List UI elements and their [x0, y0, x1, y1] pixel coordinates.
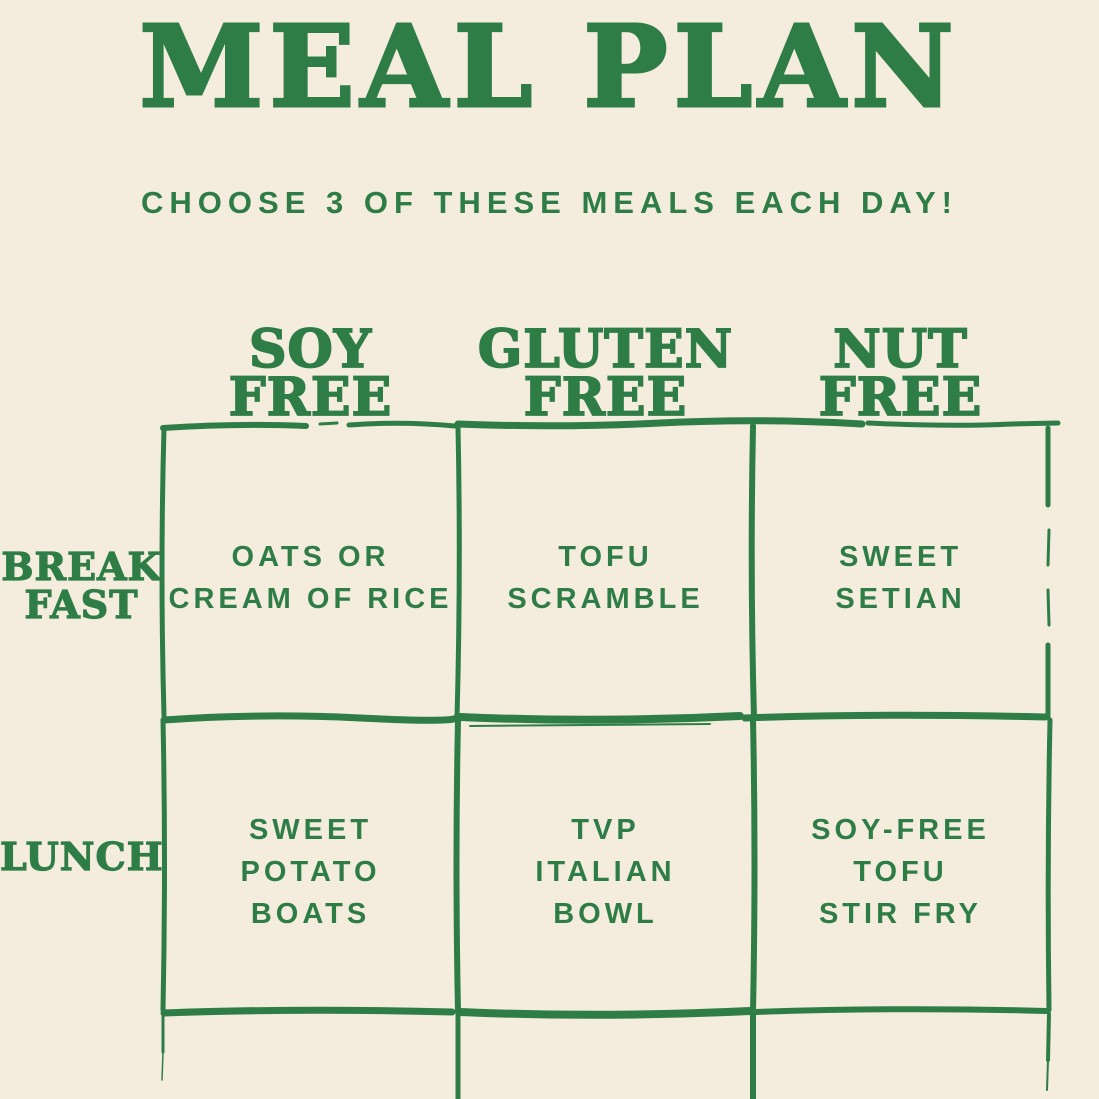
row-header-lunch: LUNCH	[0, 834, 164, 879]
subtitle: CHOOSE 3 OF THESE MEALS EACH DAY!	[141, 185, 958, 220]
column-header-gluten-free: GLUTEN FREE	[477, 319, 734, 428]
cell-lunch-stir-fry: SOY-FREE TOFU STIR FRY	[811, 813, 990, 930]
cell-breakfast-soy-free: OATS OR CREAM OF RICE	[168, 540, 453, 615]
cell-lunch-soy-free: SWEET POTATO BOATS	[240, 813, 381, 930]
column-header-nut-free: NUT FREE	[818, 319, 983, 428]
cell-breakfast-gluten-free: TOFU SCRAMBLE	[507, 540, 704, 615]
cell-breakfast-nut-free: SWEET SETIAN	[835, 540, 966, 615]
row-header-breakfast: BREAK FAST	[1, 544, 162, 627]
column-header-soy-free: SOY FREE	[228, 319, 393, 428]
cell-lunch-gluten-free: TVP ITALIAN BOWL	[535, 813, 676, 930]
page-title: MEAL PLAN	[138, 2, 960, 133]
